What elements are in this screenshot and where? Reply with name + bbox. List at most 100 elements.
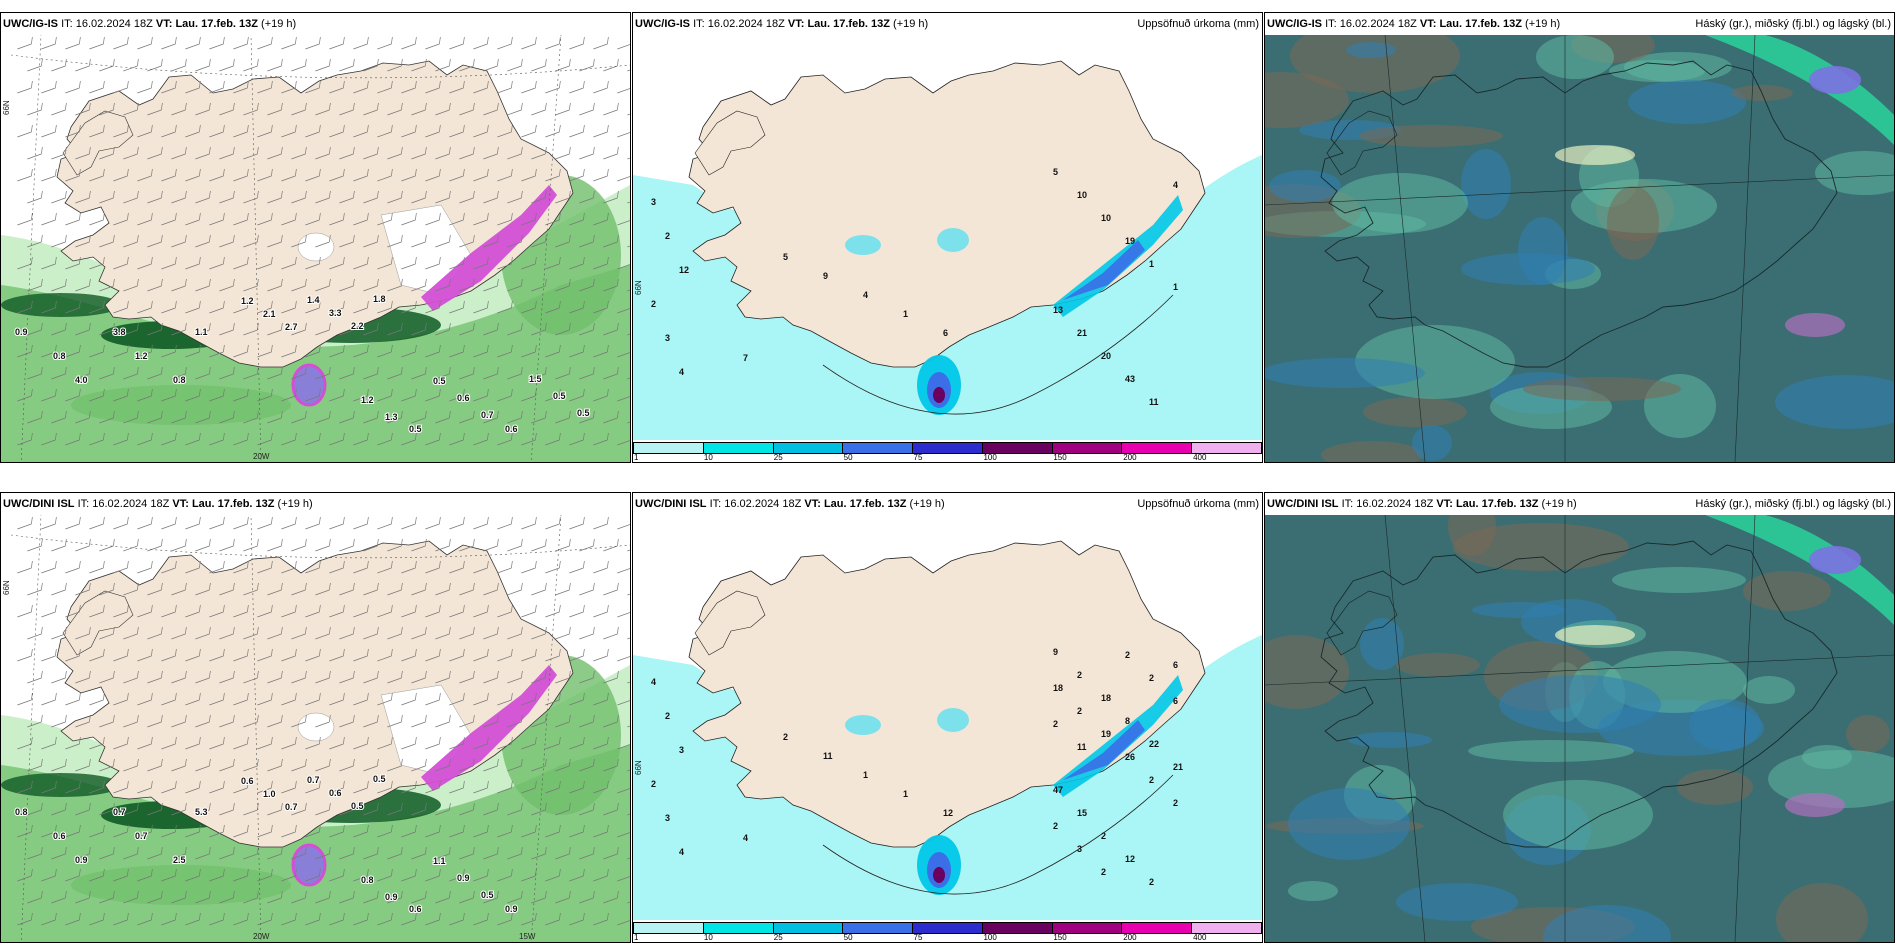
wind-barb <box>459 802 475 816</box>
wind-barb <box>603 846 619 860</box>
colorbar-tick-label: 1 <box>634 453 639 462</box>
wind-barb <box>233 824 249 838</box>
wind-barb <box>569 300 585 314</box>
wind-barb <box>329 80 345 94</box>
wind-barb <box>51 190 67 204</box>
wind-barb <box>387 670 403 684</box>
wind-barb <box>171 802 187 816</box>
wind-barb <box>195 58 211 72</box>
it-value: 16.02.2024 18Z <box>92 498 170 510</box>
wind-barb <box>267 190 283 204</box>
wind-barb <box>449 80 465 94</box>
wind-barb <box>281 692 297 706</box>
wind-barb <box>627 333 630 336</box>
value-label: 3 <box>651 197 656 207</box>
wind-barb <box>411 626 427 640</box>
wind-barb <box>353 36 369 50</box>
wind-barb <box>113 692 129 706</box>
wind-barb <box>257 388 273 402</box>
wind-barb <box>363 58 379 72</box>
wind-barb <box>41 560 57 574</box>
lat-label: 66N <box>2 580 11 595</box>
cloud-patch <box>1265 358 1425 388</box>
wind-barb <box>449 736 465 750</box>
wind-barb <box>497 824 513 838</box>
wind-barb <box>17 736 33 750</box>
wind-barb <box>569 736 585 750</box>
wind-barb <box>617 832 630 838</box>
value-label: 5.3 <box>195 807 208 817</box>
wind-barb <box>449 124 465 138</box>
wind-barb <box>17 780 33 794</box>
value-label: 1.2 <box>241 296 254 306</box>
value-label: 3.8 <box>113 327 126 337</box>
panel-header: UWC/DINI ISL IT: 16.02.2024 18Z VT: Lau.… <box>1265 493 1894 515</box>
cloud-patch <box>1265 72 1349 128</box>
wind-barb <box>497 300 513 314</box>
wind-barb <box>387 234 403 248</box>
wind-barb <box>411 846 427 860</box>
wind-barb <box>545 124 561 138</box>
lon-label: 20W <box>253 452 270 461</box>
wind-barb <box>41 212 57 226</box>
wind-barb <box>449 300 465 314</box>
wind-barb <box>219 670 235 684</box>
wind-barb <box>449 388 465 402</box>
wind-barb <box>507 758 523 772</box>
value-label: 10 <box>1101 213 1111 223</box>
wind-barb <box>521 560 537 574</box>
cloud-patch <box>1396 883 1518 921</box>
value-label: 0.9 <box>385 892 398 902</box>
wind-barb <box>315 278 331 292</box>
wind-barb <box>305 648 321 662</box>
wind-barb <box>243 410 259 424</box>
value-label: 2 <box>1053 821 1058 831</box>
wind-barb <box>147 366 163 380</box>
wind-barb <box>617 176 630 182</box>
wind-barb <box>17 168 33 182</box>
wind-barb <box>459 758 475 772</box>
wind-barb <box>617 396 630 402</box>
wind-barb <box>305 168 321 182</box>
wind-barb <box>195 582 211 596</box>
wind-barb <box>113 344 129 358</box>
vt-label: VT: <box>787 18 805 30</box>
wind-barb <box>65 212 81 226</box>
wind-barb <box>257 36 273 50</box>
wind-barb <box>195 802 211 816</box>
wind-barb <box>329 736 345 750</box>
wind-barb <box>593 344 609 358</box>
wind-barb <box>99 714 115 728</box>
wind-barb <box>353 80 369 94</box>
wind-barb <box>449 168 465 182</box>
wind-barb <box>425 648 441 662</box>
wind-barb <box>531 190 547 204</box>
wind-barb <box>147 626 163 640</box>
wind-barb <box>617 220 630 226</box>
cloud-patch <box>1346 42 1396 58</box>
panel-field-title: Uppsöfnuð úrkoma (mm) <box>1137 18 1259 30</box>
wind-barb <box>377 604 393 618</box>
wind-barb <box>267 670 283 684</box>
it-value: 16.02.2024 18Z <box>724 498 802 510</box>
wind-barb <box>377 168 393 182</box>
value-label: 0.8 <box>53 351 66 361</box>
wind-barb <box>617 524 630 530</box>
wind-barb <box>531 538 547 552</box>
wind-barb <box>195 410 211 424</box>
wind-barb <box>603 102 619 116</box>
wind-barb <box>89 692 105 706</box>
wind-barb <box>363 758 379 772</box>
wind-barb <box>411 802 427 816</box>
wind-barb <box>545 256 561 270</box>
wind-barb <box>89 648 105 662</box>
cloud-patch <box>1768 750 1894 808</box>
wind-barb <box>219 890 235 904</box>
wind-barb <box>411 146 427 160</box>
wind-barb <box>209 124 225 138</box>
wind-barb <box>75 582 91 596</box>
wind-barb <box>195 890 211 904</box>
colorbar-swatch <box>1052 442 1123 454</box>
wind-barb <box>185 912 201 926</box>
map-panel-precip: UWC/DINI ISL IT: 16.02.2024 18Z VT: Lau.… <box>632 492 1263 943</box>
